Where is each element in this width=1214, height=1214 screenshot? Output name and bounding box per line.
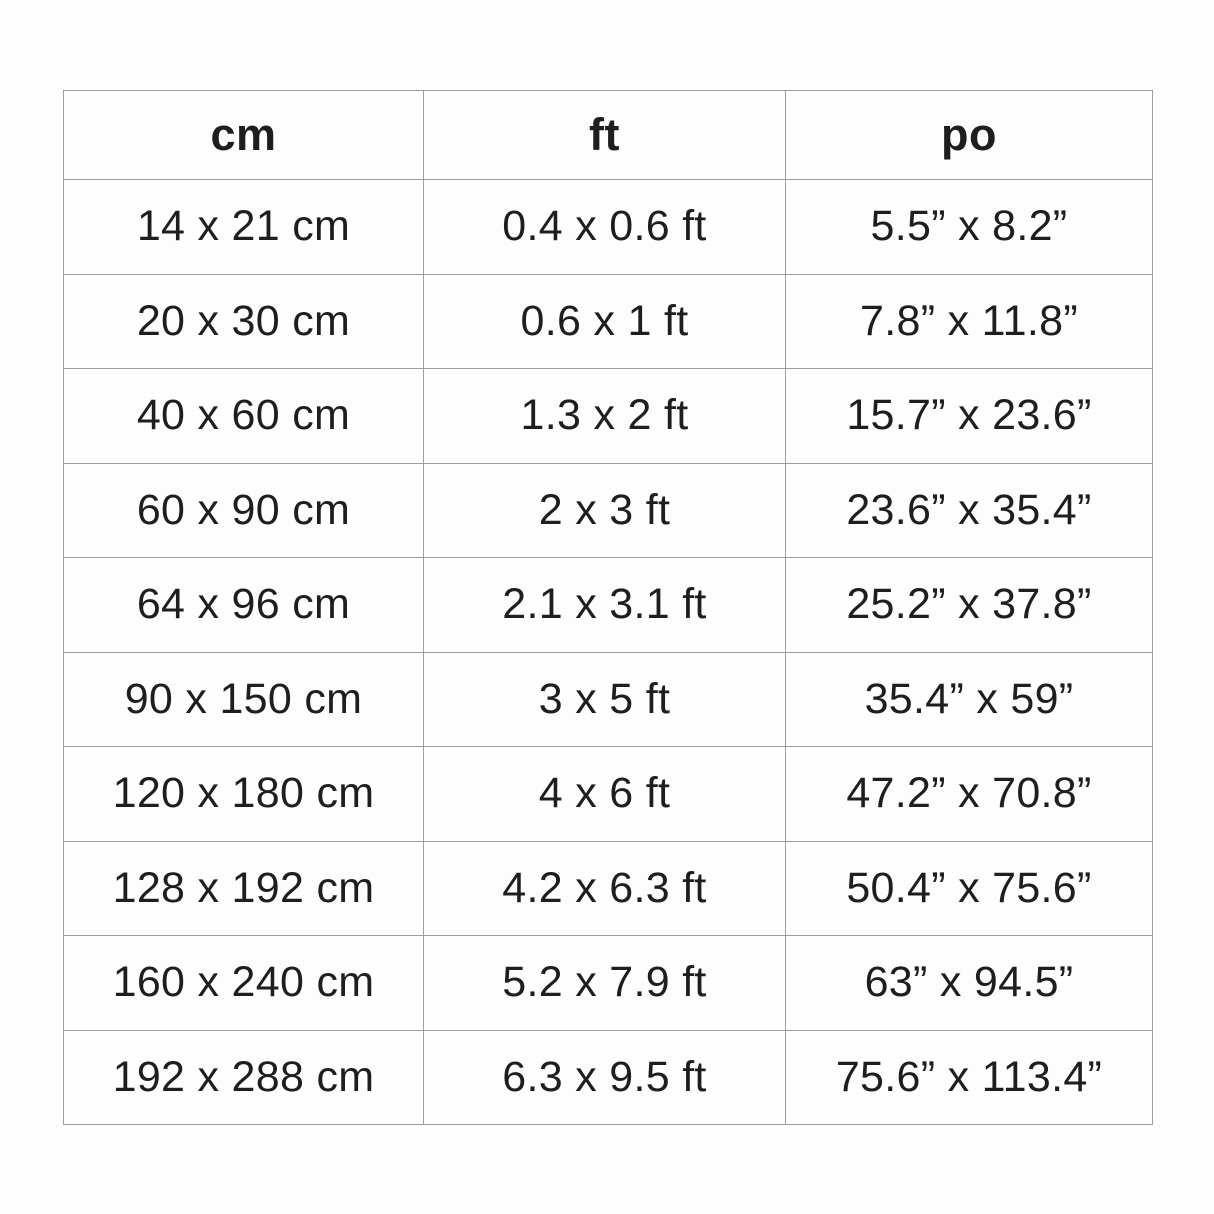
cell-po: 50.4” x 75.6” <box>785 840 1153 936</box>
cell-cm: 14 x 21 cm <box>63 179 424 275</box>
cell-po: 47.2” x 70.8” <box>785 746 1153 842</box>
cell-po: 23.6” x 35.4” <box>785 462 1153 558</box>
cell-ft: 2.1 x 3.1 ft <box>423 557 786 653</box>
cell-po: 25.2” x 37.8” <box>785 557 1153 653</box>
column-header-ft: ft <box>423 90 786 180</box>
cell-ft: 4 x 6 ft <box>423 746 786 842</box>
cell-ft: 6.3 x 9.5 ft <box>423 1029 786 1125</box>
cell-ft: 5.2 x 7.9 ft <box>423 935 786 1031</box>
cell-cm: 60 x 90 cm <box>63 462 424 558</box>
cell-ft: 0.6 x 1 ft <box>423 273 786 369</box>
size-conversion-table: cm ft po 14 x 21 cm 0.4 x 0.6 ft 5.5” x … <box>63 90 1153 1125</box>
cell-po: 35.4” x 59” <box>785 651 1153 747</box>
cell-ft: 1.3 x 2 ft <box>423 368 786 464</box>
size-conversion-table-container: cm ft po 14 x 21 cm 0.4 x 0.6 ft 5.5” x … <box>63 90 1153 1125</box>
cell-cm: 120 x 180 cm <box>63 746 424 842</box>
table-row: 20 x 30 cm 0.6 x 1 ft 7.8” x 11.8” <box>63 273 1153 369</box>
table-row: 60 x 90 cm 2 x 3 ft 23.6” x 35.4” <box>63 462 1153 558</box>
cell-ft: 0.4 x 0.6 ft <box>423 179 786 275</box>
table-row: 128 x 192 cm 4.2 x 6.3 ft 50.4” x 75.6” <box>63 840 1153 936</box>
cell-ft: 3 x 5 ft <box>423 651 786 747</box>
cell-cm: 160 x 240 cm <box>63 935 424 1031</box>
cell-cm: 90 x 150 cm <box>63 651 424 747</box>
table-row: 64 x 96 cm 2.1 x 3.1 ft 25.2” x 37.8” <box>63 557 1153 653</box>
table-row: 40 x 60 cm 1.3 x 2 ft 15.7” x 23.6” <box>63 368 1153 464</box>
cell-cm: 20 x 30 cm <box>63 273 424 369</box>
cell-cm: 64 x 96 cm <box>63 557 424 653</box>
cell-ft: 4.2 x 6.3 ft <box>423 840 786 936</box>
cell-cm: 128 x 192 cm <box>63 840 424 936</box>
cell-po: 75.6” x 113.4” <box>785 1029 1153 1125</box>
header-row: cm ft po <box>63 90 1153 180</box>
cell-po: 15.7” x 23.6” <box>785 368 1153 464</box>
cell-po: 7.8” x 11.8” <box>785 273 1153 369</box>
column-header-cm: cm <box>63 90 424 180</box>
cell-cm: 40 x 60 cm <box>63 368 424 464</box>
table-row: 120 x 180 cm 4 x 6 ft 47.2” x 70.8” <box>63 746 1153 842</box>
cell-po: 63” x 94.5” <box>785 935 1153 1031</box>
table-row: 90 x 150 cm 3 x 5 ft 35.4” x 59” <box>63 651 1153 747</box>
cell-ft: 2 x 3 ft <box>423 462 786 558</box>
cell-cm: 192 x 288 cm <box>63 1029 424 1125</box>
column-header-po: po <box>785 90 1153 180</box>
table-row: 192 x 288 cm 6.3 x 9.5 ft 75.6” x 113.4” <box>63 1029 1153 1125</box>
table-row: 160 x 240 cm 5.2 x 7.9 ft 63” x 94.5” <box>63 935 1153 1031</box>
cell-po: 5.5” x 8.2” <box>785 179 1153 275</box>
table-row: 14 x 21 cm 0.4 x 0.6 ft 5.5” x 8.2” <box>63 179 1153 275</box>
